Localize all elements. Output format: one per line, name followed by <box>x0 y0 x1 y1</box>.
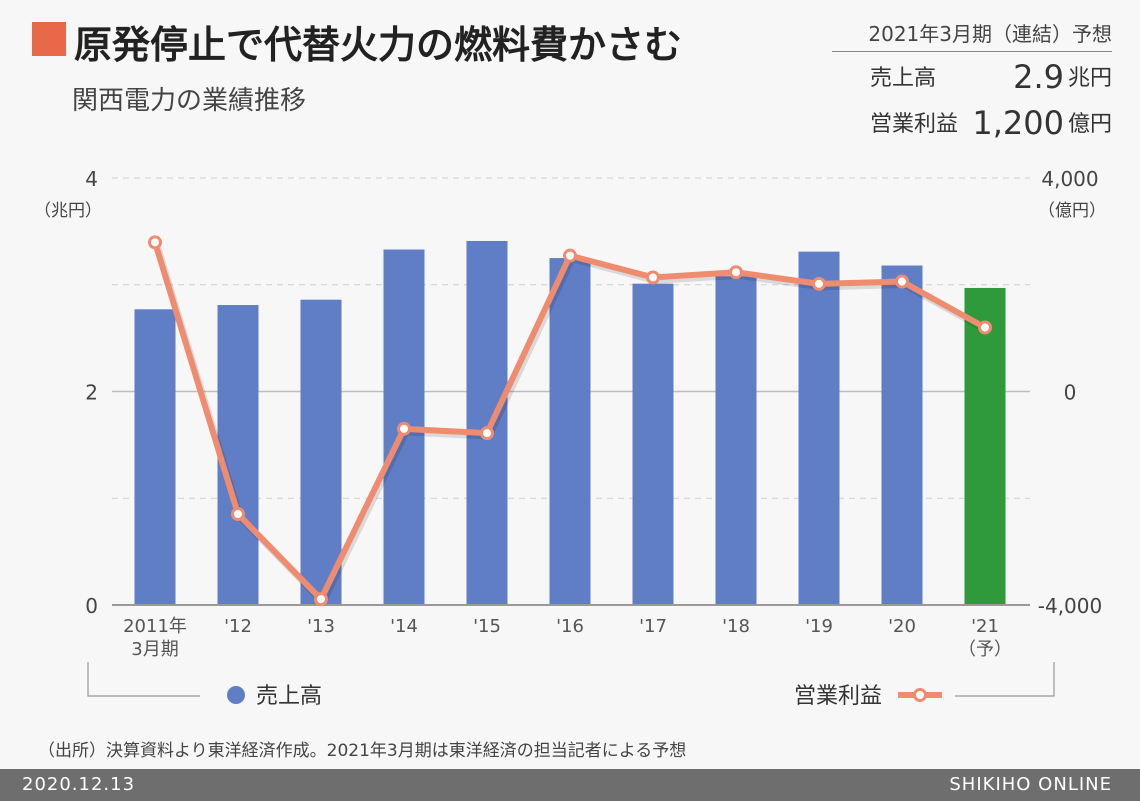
point-profit-2 <box>314 592 328 607</box>
forecast-profit-value: 1,200 <box>972 104 1064 142</box>
right-tick-label: -4,000 <box>1038 594 1102 618</box>
footer-date: 2020.12.13 <box>22 774 136 795</box>
right-axis-unit: （億円） <box>1038 201 1106 221</box>
title-marker <box>32 22 66 56</box>
legend-sales-swatch <box>227 686 245 704</box>
right-tick-label: 0 <box>1064 381 1077 405</box>
point-profit-0 <box>148 235 162 250</box>
point-profit-7 <box>729 265 743 280</box>
x-tick-label: '12 <box>224 616 252 637</box>
point-profit-6 <box>646 270 660 285</box>
footer-brand: SHIKIHO ONLINE <box>949 774 1112 795</box>
forecast-sales-label: 売上高 <box>870 66 937 91</box>
bar-sales-7 <box>715 276 757 605</box>
x-tick-label: '19 <box>805 616 833 637</box>
bar-sales-9 <box>881 265 923 605</box>
bar-sales-10 <box>964 287 1006 605</box>
left-axis-unit: （兆円） <box>34 201 102 221</box>
point-profit-9 <box>895 274 909 289</box>
x-tick-label: 3月期 <box>131 639 178 660</box>
page-title: 原発停止で代替火力の燃料費かさむ <box>74 23 683 67</box>
point-profit-5 <box>563 248 577 263</box>
left-tick-label: 2 <box>85 381 98 405</box>
forecast-sales-value: 2.9 <box>1013 58 1064 96</box>
legend-bracket-left <box>87 662 200 697</box>
point-profit-10 <box>978 320 992 335</box>
point-profit-8 <box>812 276 826 291</box>
bar-sales-1 <box>217 305 259 605</box>
left-tick-label: 0 <box>85 594 98 618</box>
forecast-panel: 2021年3月期（連結）予想 売上高 2.9 兆円 営業利益 1,200 億円 <box>832 18 1112 144</box>
point-profit-3 <box>397 421 411 436</box>
bar-sales-0 <box>134 309 176 605</box>
bar-sales-6 <box>632 283 674 605</box>
x-tick-label: '13 <box>307 616 335 637</box>
x-tick-label: '20 <box>888 616 916 637</box>
x-tick-label: '15 <box>473 616 501 637</box>
forecast-row-sales: 売上高 2.9 兆円 <box>832 52 1112 98</box>
forecast-profit-label: 営業利益 <box>870 112 959 137</box>
source-note: （出所）決算資料より東洋経済作成。2021年3月期は東洋経済の担当記者による予想 <box>38 741 687 761</box>
forecast-row-profit: 営業利益 1,200 億円 <box>832 98 1112 144</box>
forecast-profit-unit: 億円 <box>1067 112 1112 137</box>
legend-profit-label: 営業利益 <box>794 684 882 709</box>
x-tick-label: （予） <box>958 639 1012 660</box>
x-tick-label: 2011年 <box>123 616 187 637</box>
legend-sales-label: 売上高 <box>256 684 322 709</box>
point-profit-4 <box>480 426 494 441</box>
x-tick-label: '18 <box>722 616 750 637</box>
x-tick-label: '16 <box>556 616 584 637</box>
bar-sales-8 <box>798 251 840 605</box>
left-tick-label: 4 <box>85 167 98 191</box>
legend-bracket-right <box>955 662 1055 697</box>
bar-sales-4 <box>466 240 508 606</box>
legend-profit-swatch-dot <box>913 688 927 702</box>
x-tick-label: '14 <box>390 616 418 637</box>
footer-bar: 2020.12.13 SHIKIHO ONLINE <box>0 769 1140 801</box>
x-tick-label: '21 <box>971 616 999 637</box>
x-tick-label: '17 <box>639 616 667 637</box>
forecast-sales-unit: 兆円 <box>1067 66 1112 91</box>
right-tick-label: 4,000 <box>1041 167 1098 191</box>
page-subtitle: 関西電力の業績推移 <box>72 86 307 116</box>
bar-sales-5 <box>549 258 591 605</box>
forecast-heading: 2021年3月期（連結）予想 <box>832 18 1112 52</box>
bar-sales-2 <box>300 299 342 605</box>
point-profit-1 <box>231 507 245 522</box>
